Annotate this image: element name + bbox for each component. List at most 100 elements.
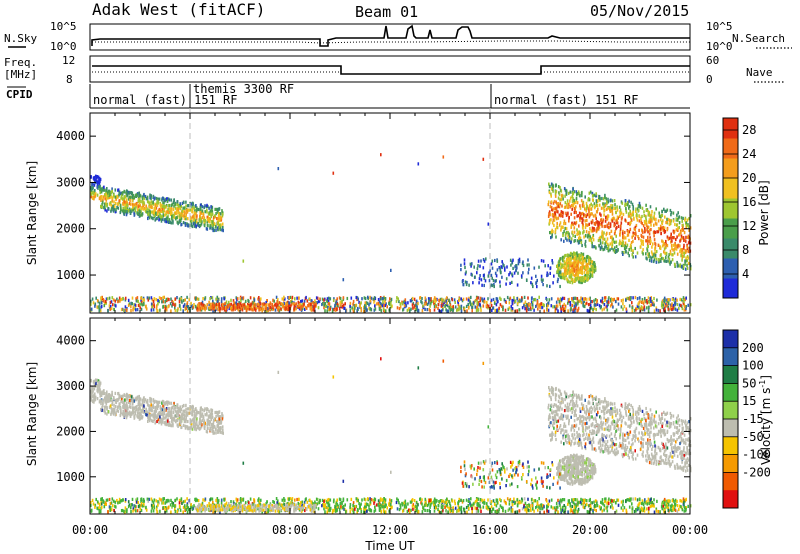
- power-cell: [585, 255, 588, 259]
- power-cell: [565, 261, 568, 265]
- power-cell: [576, 251, 578, 255]
- power-cell: [318, 299, 321, 303]
- power-cell: [540, 274, 543, 278]
- power-cell: [609, 248, 611, 252]
- power-cell: [666, 208, 669, 212]
- power-cell: [584, 276, 587, 280]
- power-cell: [477, 308, 480, 312]
- power-cell: [635, 209, 637, 213]
- power-cell: [363, 296, 366, 300]
- power-cell: [664, 209, 666, 213]
- power-cell: [571, 199, 574, 203]
- power-cell: [342, 296, 345, 300]
- power-cell: [581, 243, 583, 248]
- power-cell: [666, 235, 669, 239]
- power-cell: [670, 219, 672, 223]
- power-cell: [141, 303, 144, 307]
- power-cell: [417, 302, 419, 306]
- power-cell: [590, 240, 593, 244]
- power-cell: [583, 235, 585, 239]
- power-cell: [213, 216, 215, 220]
- power-cell: [686, 218, 689, 222]
- power-cell: [602, 218, 605, 222]
- power-cell: [465, 270, 467, 274]
- power-cell: [606, 304, 608, 308]
- power-cell: [620, 221, 623, 225]
- power-cell: [609, 208, 611, 212]
- power-cell: [98, 177, 100, 181]
- power-cell: [684, 250, 687, 254]
- power-cell: [606, 246, 608, 250]
- power-cell: [564, 304, 567, 308]
- power-cell: [637, 302, 639, 306]
- power-cell: [190, 220, 193, 224]
- power-cell: [594, 214, 597, 218]
- power-cell: [499, 267, 501, 271]
- power-cell: [524, 307, 526, 311]
- power-cell: [597, 227, 600, 231]
- power-cell: [178, 297, 181, 301]
- power-cell: [92, 191, 95, 195]
- power-cell: [650, 223, 652, 227]
- power-cell: [130, 202, 132, 206]
- power-cell: [572, 268, 574, 273]
- power-cell: [627, 221, 629, 226]
- power-cell: [572, 299, 575, 303]
- power-cell: [464, 265, 466, 270]
- power-cell: [595, 228, 598, 232]
- power-cell: [586, 204, 588, 208]
- power-cell: [550, 218, 552, 222]
- power-cell: [564, 269, 567, 273]
- power-cell: [665, 239, 667, 244]
- velocity-cell: [182, 413, 185, 417]
- power-cell: [551, 221, 554, 225]
- power-cell: [553, 207, 555, 211]
- power-cell: [597, 227, 599, 231]
- power-cell: [118, 296, 121, 300]
- power-cell: [576, 260, 578, 264]
- power-cell: [585, 230, 588, 234]
- power-cell: [310, 308, 313, 312]
- velocity-cell: [127, 394, 130, 398]
- power-cell: [114, 188, 117, 192]
- power-cell: [102, 198, 104, 203]
- power-cell: [176, 207, 178, 211]
- power-cell: [642, 239, 644, 243]
- power-cell: [490, 262, 493, 266]
- power-cell: [676, 264, 679, 268]
- power-cell: [94, 189, 96, 193]
- power-cell: [190, 202, 193, 206]
- power-cell: [413, 304, 416, 308]
- power-cell: [646, 226, 649, 230]
- power-cell: [384, 309, 387, 313]
- velocity-cell: [105, 394, 107, 399]
- power-cell: [658, 211, 660, 215]
- power-cell: [515, 264, 518, 268]
- velocity-cell: [141, 398, 144, 402]
- power-cell: [685, 259, 687, 263]
- power-cell: [675, 237, 677, 242]
- power-cell: [90, 307, 93, 311]
- power-cell: [124, 206, 126, 210]
- power-cell: [327, 306, 329, 310]
- power-cell: [574, 255, 577, 259]
- power-cell: [628, 206, 630, 210]
- power-cell: [516, 297, 518, 301]
- power-cell: [653, 217, 656, 221]
- power-cell: [132, 308, 134, 312]
- power-cell: [669, 249, 672, 253]
- power-cell: [100, 298, 102, 302]
- power-cell: [240, 299, 242, 303]
- power-cell: [213, 214, 216, 218]
- power-cell: [588, 268, 591, 273]
- power-cell: [477, 259, 480, 263]
- power-cell: [285, 304, 288, 308]
- power-cell: [224, 306, 227, 311]
- power-cell: [421, 309, 424, 313]
- power-cell: [228, 300, 230, 304]
- power-cell: [100, 301, 103, 305]
- power-cell: [150, 308, 153, 312]
- power-cell: [571, 297, 573, 301]
- power-cell: [675, 228, 678, 232]
- power-cell: [415, 303, 417, 307]
